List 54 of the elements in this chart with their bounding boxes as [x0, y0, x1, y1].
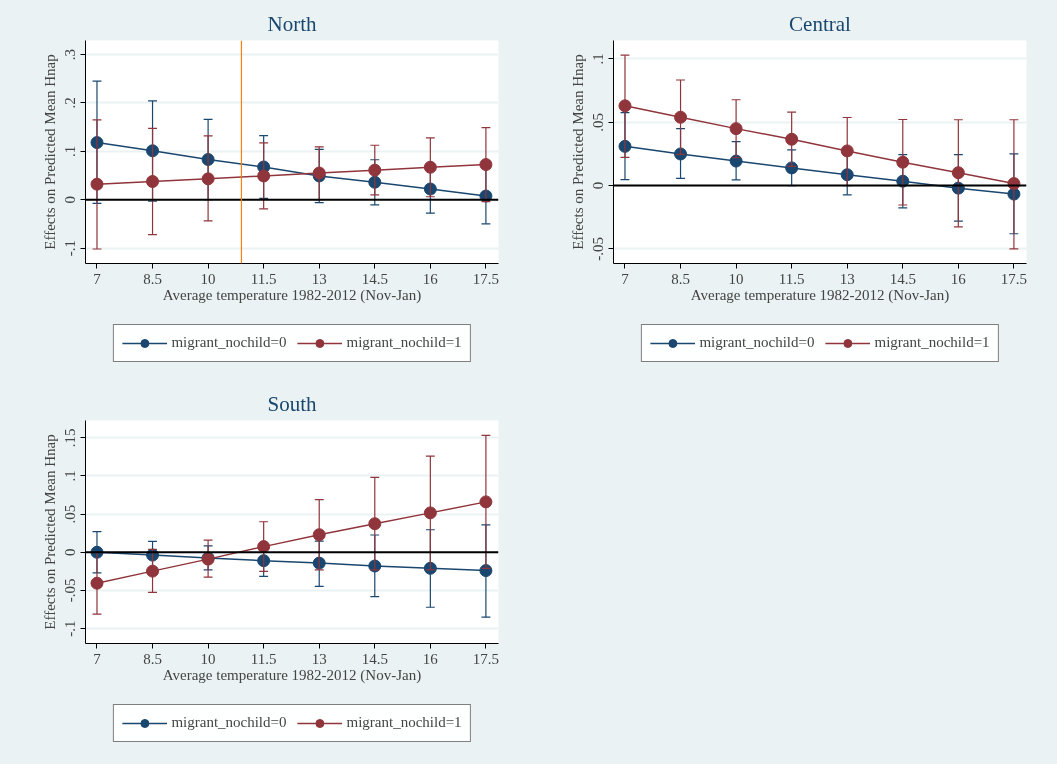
- y-axis-title: Effects on Predicted Mean Hnap: [569, 54, 586, 250]
- chart-title: Central: [789, 11, 852, 36]
- x-tick-label: 7: [93, 650, 102, 667]
- y-tick-label: 0: [590, 181, 607, 190]
- y-tick-label: .05: [62, 504, 79, 524]
- y-axis-title: Effects on Predicted Mean Hnap: [41, 434, 58, 630]
- y-tick-label: .1: [62, 145, 79, 157]
- y-tick-label: 0: [62, 195, 79, 204]
- x-tick-label: 11.5: [778, 270, 805, 287]
- legend-label: migrant_nochild=1: [346, 334, 462, 351]
- x-tick-label: 17.5: [472, 650, 500, 667]
- chart-title: North: [267, 11, 317, 36]
- chart-title: South: [267, 391, 318, 416]
- x-tick-label: 17.5: [1000, 270, 1028, 287]
- y-tick-label: .3: [62, 48, 79, 61]
- x-tick-label: 10: [728, 270, 744, 287]
- x-tick-label: 7: [621, 270, 630, 287]
- x-tick-label: 8.5: [143, 650, 162, 667]
- legend-label: migrant_nochild=1: [874, 334, 990, 351]
- x-tick-label: 17.5: [472, 270, 500, 287]
- x-tick-label: 11.5: [250, 270, 277, 287]
- x-tick-label: 16: [422, 270, 439, 287]
- legend-label: migrant_nochild=1: [346, 714, 462, 731]
- x-tick-label: 13: [839, 270, 855, 287]
- y-tick-label: .15: [62, 428, 79, 448]
- x-tick-label: 8.5: [671, 270, 690, 287]
- x-tick-label: 10: [200, 270, 216, 287]
- x-tick-label: 13: [311, 270, 327, 287]
- y-tick-label: 0: [62, 548, 79, 557]
- legend-label: migrant_nochild=0: [171, 714, 287, 731]
- x-tick-label: 7: [93, 270, 102, 287]
- x-tick-label: 13: [311, 650, 327, 667]
- y-tick-label: .2: [62, 97, 79, 109]
- y-tick-label: .1: [590, 53, 607, 65]
- y-tick-label: .1: [62, 470, 79, 482]
- x-tick-label: 14.5: [889, 270, 916, 287]
- x-axis-title: Average temperature 1982-2012 (Nov-Jan): [162, 666, 422, 684]
- y-tick-label: -.05: [590, 237, 607, 261]
- x-tick-label: 8.5: [143, 270, 162, 287]
- legend-label: migrant_nochild=0: [699, 334, 815, 351]
- x-tick-label: 11.5: [250, 650, 277, 667]
- x-tick-label: 14.5: [361, 650, 388, 667]
- x-tick-label: 10: [200, 650, 216, 667]
- y-axis-title: Effects on Predicted Mean Hnap: [41, 54, 58, 250]
- y-tick-label: -.1: [62, 239, 79, 257]
- x-tick-label: 16: [950, 270, 967, 287]
- x-axis-title: Average temperature 1982-2012 (Nov-Jan): [690, 286, 950, 304]
- x-tick-label: 14.5: [361, 270, 388, 287]
- y-tick-label: -.1: [62, 620, 79, 637]
- y-tick-label: .05: [590, 112, 607, 132]
- legend-label: migrant_nochild=0: [171, 334, 287, 351]
- y-tick-label: -.05: [62, 578, 79, 603]
- x-tick-label: 16: [422, 650, 439, 667]
- x-axis-title: Average temperature 1982-2012 (Nov-Jan): [162, 286, 422, 304]
